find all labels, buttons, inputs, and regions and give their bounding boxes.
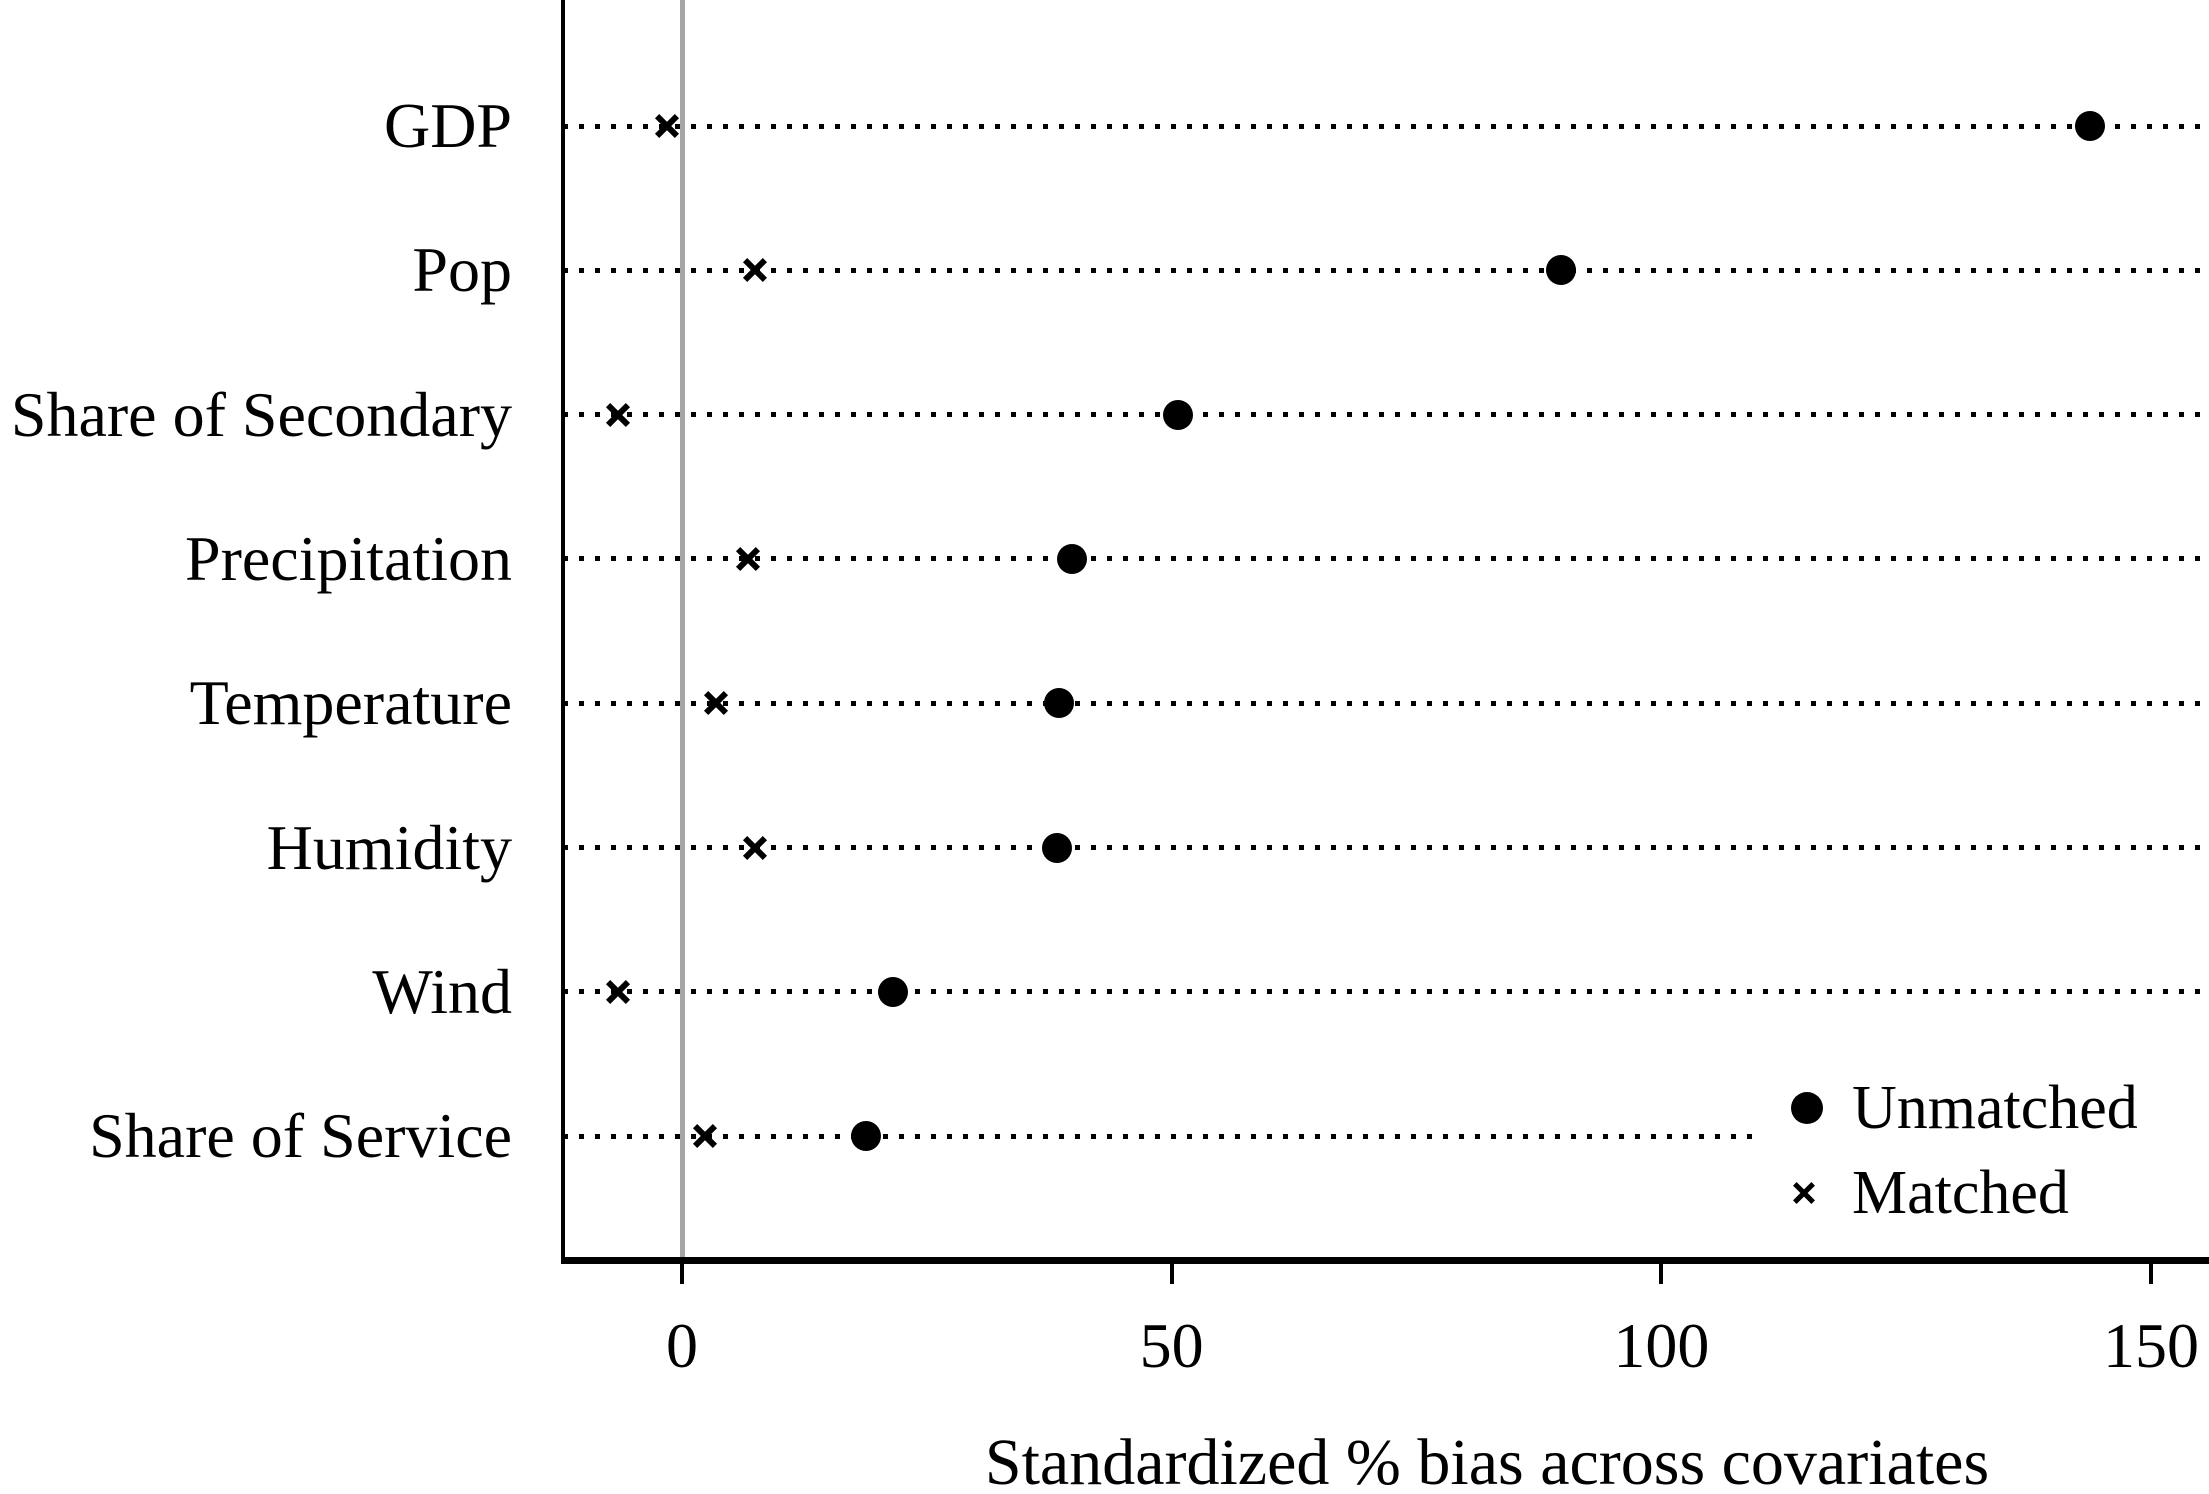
x-tick — [2148, 1264, 2153, 1284]
category-label: Share of Service — [89, 1100, 512, 1172]
matched-point — [655, 114, 679, 138]
matched-point — [743, 836, 767, 860]
category-label: Wind — [372, 955, 512, 1027]
matched-point — [606, 980, 630, 1004]
x-tick-label: 50 — [1139, 1310, 1204, 1381]
legend-label-unmatched: Unmatched — [1852, 1074, 2138, 1142]
unmatched-point — [1056, 543, 1087, 574]
row-dotted-line — [563, 989, 2209, 995]
unmatched-point — [1044, 688, 1075, 719]
category-label: Pop — [412, 234, 512, 306]
unmatched-point — [1042, 832, 1073, 863]
row-dotted-line — [563, 700, 2209, 706]
legend: Unmatched Matched — [1758, 1056, 2203, 1246]
row-dotted-line — [563, 845, 2209, 850]
x-tick — [680, 1264, 684, 1284]
x-tick-label: 0 — [666, 1310, 698, 1381]
row-dotted-line — [563, 1133, 2209, 1139]
row-dotted-line — [563, 267, 2209, 273]
x-axis-title: Standardized % bias across covariates — [984, 1426, 1990, 1494]
matched-point — [606, 403, 630, 427]
matched-point — [704, 691, 728, 715]
category-label: Temperature — [189, 667, 512, 739]
unmatched-circle-icon — [1791, 1092, 1823, 1124]
category-label: Precipitation — [184, 522, 512, 594]
unmatched-point — [1162, 399, 1193, 430]
category-label: Share of Secondary — [10, 378, 512, 450]
unmatched-point — [1546, 255, 1577, 286]
x-tick-label: 100 — [1613, 1310, 1710, 1381]
legend-label-matched: Matched — [1852, 1159, 2069, 1227]
matched-point — [693, 1124, 717, 1148]
row-dotted-line — [563, 412, 2209, 418]
unmatched-point — [2075, 111, 2106, 141]
category-label: Humidity — [266, 811, 512, 883]
x-axis-line — [561, 1257, 2209, 1264]
zero-reference-line — [680, 0, 685, 1257]
category-label: GDP — [383, 90, 512, 161]
matched-point — [736, 547, 760, 571]
matched-point — [743, 258, 767, 282]
row-dotted-line — [563, 556, 2209, 562]
x-tick-label: 150 — [2102, 1310, 2199, 1381]
y-axis-line — [561, 0, 565, 1260]
x-tick — [1169, 1264, 1174, 1284]
row-dotted-line — [563, 123, 2209, 129]
x-tick — [1659, 1264, 1664, 1284]
unmatched-point — [877, 976, 908, 1007]
unmatched-point — [851, 1121, 882, 1152]
